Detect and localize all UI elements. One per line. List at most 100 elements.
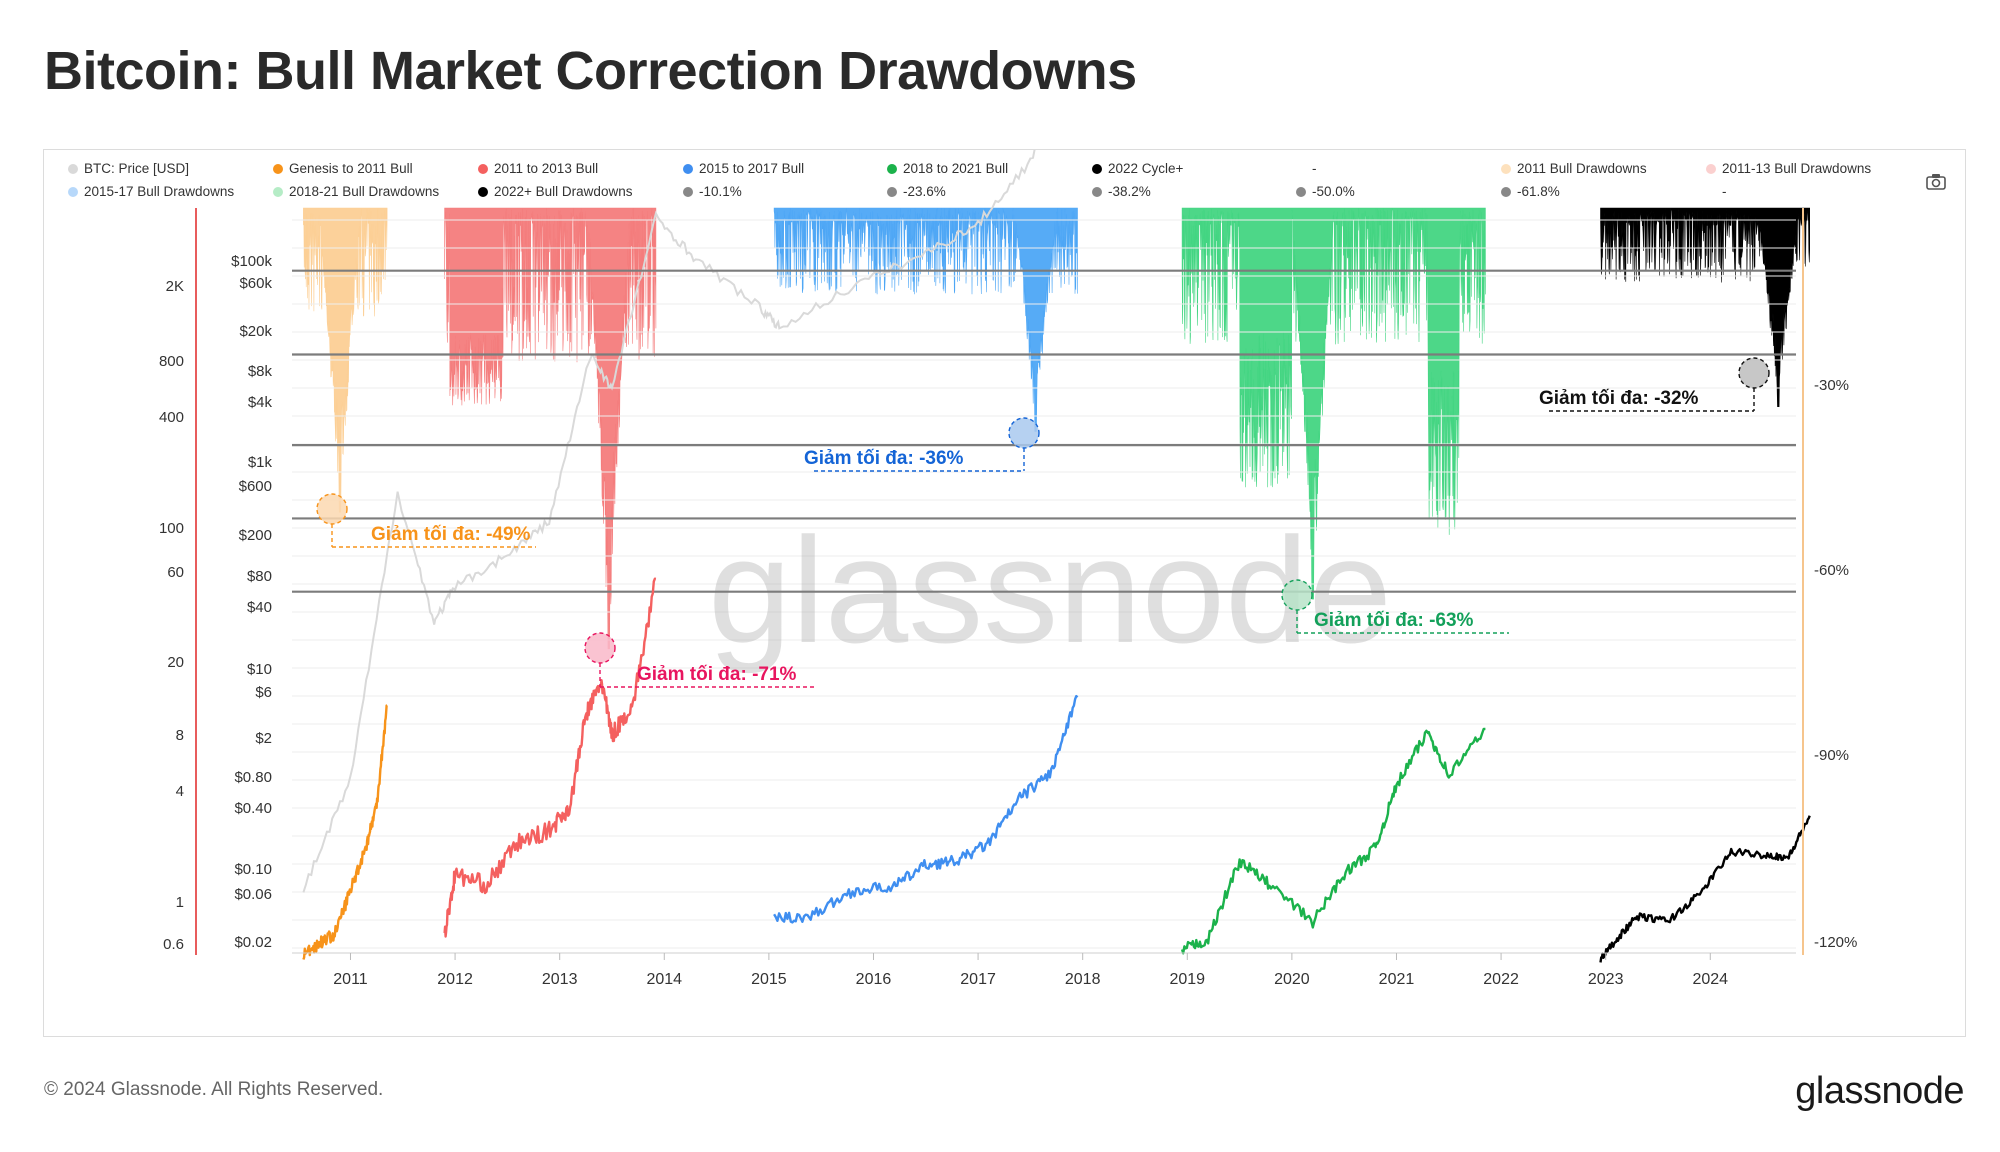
- series-line-genesis-to-2011-bull: [302, 704, 388, 960]
- legend-swatch[interactable]: [683, 164, 693, 174]
- y-price-tick: $600: [239, 478, 272, 495]
- y-price-tick: $8k: [248, 363, 273, 380]
- y-price-tick: $0.02: [234, 934, 272, 951]
- legend-item[interactable]: -50.0%: [1312, 184, 1355, 199]
- legend-swatch[interactable]: [68, 164, 78, 174]
- y-price-tick: $6: [255, 684, 272, 701]
- y-left-outer-tick: 2K: [166, 278, 184, 295]
- y-price-tick: $20k: [239, 323, 272, 340]
- max-drawdown-label: Giảm tối đa: -63%: [1314, 610, 1474, 631]
- legend-item[interactable]: -: [1312, 161, 1317, 176]
- legend-item[interactable]: -10.1%: [699, 184, 742, 199]
- y-left-outer-tick: 1: [176, 894, 184, 911]
- y-left-outer-tick: 8: [176, 727, 184, 744]
- legend-swatch[interactable]: [1296, 187, 1306, 197]
- y-right-tick: -30%: [1814, 377, 1849, 394]
- max-drawdown-marker: [316, 493, 348, 525]
- legend-swatch[interactable]: [478, 164, 488, 174]
- y-price-tick: $2: [255, 730, 272, 747]
- drawdown-area: [773, 207, 1078, 432]
- legend-swatch[interactable]: [887, 164, 897, 174]
- legend-swatch[interactable]: [478, 187, 488, 197]
- watermark: glassnode: [708, 506, 1392, 674]
- y-price-tick: $1k: [248, 454, 273, 471]
- y-price-tick: $200: [239, 527, 272, 544]
- series-line-2015-to-2017-bull: [773, 694, 1079, 924]
- legend-item[interactable]: -: [1722, 184, 1727, 199]
- x-tick-label: 2019: [1169, 971, 1205, 988]
- x-tick-label: 2012: [437, 971, 473, 988]
- x-tick-label: 2011: [333, 971, 368, 988]
- page-title: Bitcoin: Bull Market Correction Drawdown…: [44, 41, 1137, 101]
- y-left-outer-tick: 20: [167, 654, 184, 671]
- legend-item[interactable]: BTC: Price [USD]: [84, 161, 189, 176]
- y-left-outer-tick: 0.6: [163, 936, 184, 953]
- legend-item[interactable]: 2011-13 Bull Drawdowns: [1722, 161, 1871, 176]
- series-line-2018-to-2021-bull: [1180, 727, 1486, 955]
- legend-item[interactable]: 2015-17 Bull Drawdowns: [84, 184, 234, 199]
- y-left-outer-tick: 4: [176, 783, 184, 800]
- legend-swatch[interactable]: [887, 187, 897, 197]
- legend-item[interactable]: -61.8%: [1517, 184, 1560, 199]
- legend-item[interactable]: Genesis to 2011 Bull: [289, 161, 413, 176]
- legend-swatch[interactable]: [68, 187, 78, 197]
- legend-item[interactable]: 2018-21 Bull Drawdowns: [289, 184, 439, 199]
- chart-container: glassnode 2K 800 400 100 60 20 8 4 1 0.6 $100k $60k…: [43, 149, 1966, 1037]
- series-line-2022-cycle-: [1599, 815, 1811, 963]
- y-price-tick: $10: [247, 661, 272, 678]
- legend-swatch[interactable]: [1501, 164, 1511, 174]
- legend-item[interactable]: 2022+ Bull Drawdowns: [494, 184, 633, 199]
- legend-swatch[interactable]: [1092, 187, 1102, 197]
- y-right-tick: -60%: [1814, 562, 1849, 579]
- x-tick-label: 2014: [646, 971, 682, 988]
- max-drawdown-marker: [1008, 417, 1040, 449]
- legend-item[interactable]: 2022 Cycle+: [1108, 161, 1184, 176]
- x-tick-label: 2022: [1483, 971, 1519, 988]
- series-line-2011-to-2013-bull: [443, 577, 657, 938]
- legend-swatch[interactable]: [273, 164, 283, 174]
- copyright: © 2024 Glassnode. All Rights Reserved.: [44, 1079, 384, 1100]
- legend-item[interactable]: 2015 to 2017 Bull: [699, 161, 804, 176]
- y-price-tick: $0.10: [234, 861, 272, 878]
- y-price-tick: $40: [247, 599, 272, 616]
- chart: glassnode 2K 800 400 100 60 20 8 4 1 0.6 $100k $60k…: [68, 150, 1946, 988]
- legend-item[interactable]: 2011 to 2013 Bull: [494, 161, 598, 176]
- legend-item[interactable]: -23.6%: [903, 184, 946, 199]
- x-tick-label: 2020: [1274, 971, 1310, 988]
- max-drawdown-marker: [584, 632, 616, 664]
- legend-swatch[interactable]: [1092, 164, 1102, 174]
- y-left-outer-tick: 400: [159, 409, 184, 426]
- x-tick-label: 2016: [856, 971, 892, 988]
- legend-swatch[interactable]: [1706, 164, 1716, 174]
- y-price-tick: $100k: [231, 253, 272, 270]
- y-price-tick: $80: [247, 568, 272, 585]
- y-left-outer-tick: 100: [159, 520, 184, 537]
- x-tick-label: 2021: [1379, 971, 1415, 988]
- y-left-outer-tick: 800: [159, 353, 184, 370]
- legend-item[interactable]: 2018 to 2021 Bull: [903, 161, 1008, 176]
- brand-logo: glassnode: [1795, 1070, 1964, 1112]
- legend-swatch[interactable]: [273, 187, 283, 197]
- btc-price-line: [302, 150, 1036, 893]
- camera-icon[interactable]: [1926, 174, 1946, 190]
- x-tick-label: 2017: [960, 971, 996, 988]
- drawdown-area: [1600, 207, 1810, 407]
- legend-swatch[interactable]: [683, 187, 693, 197]
- y-right-tick: -120%: [1814, 934, 1857, 951]
- legend-item[interactable]: -38.2%: [1108, 184, 1151, 199]
- y-right-tick: -90%: [1814, 747, 1849, 764]
- max-drawdown-label: Giảm tối đa: -49%: [371, 524, 531, 545]
- drawdown-area: [444, 207, 657, 650]
- x-tick-label: 2024: [1692, 971, 1728, 988]
- y-price-tick: $0.40: [234, 800, 272, 817]
- legend-item[interactable]: 2011 Bull Drawdowns: [1517, 161, 1647, 176]
- max-drawdown-marker: [1738, 357, 1770, 389]
- y-price-tick: $4k: [248, 394, 273, 411]
- y-price-tick: $60k: [239, 275, 272, 292]
- max-drawdown-label: Giảm tối đa: -32%: [1539, 388, 1699, 409]
- x-tick-label: 2015: [751, 971, 787, 988]
- max-drawdown-label: Giảm tối đa: -36%: [804, 448, 964, 469]
- legend-swatch[interactable]: [1501, 187, 1511, 197]
- y-left-outer-tick: 60: [167, 564, 184, 581]
- max-drawdown-marker: [1281, 579, 1313, 611]
